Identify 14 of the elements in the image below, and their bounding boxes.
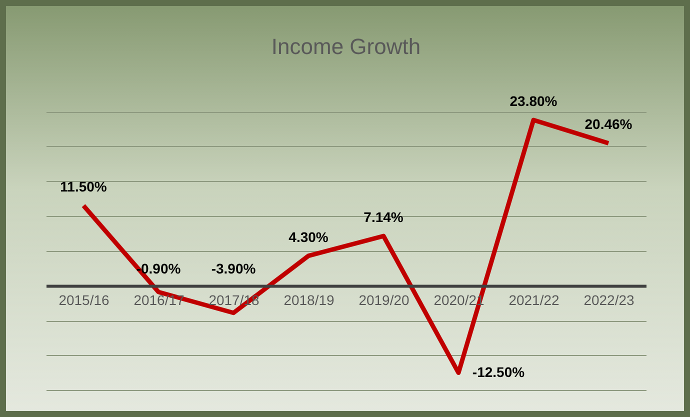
x-tick-label: 2021/22	[508, 292, 560, 308]
data-label: 11.50%	[60, 178, 108, 195]
x-tick-label: 2016/17	[134, 292, 185, 308]
x-tick-label: 2018/19	[284, 292, 335, 308]
data-label: 23.80%	[510, 92, 558, 109]
chart-title: Income Growth	[271, 34, 421, 59]
x-tick-label: 2022/23	[584, 292, 635, 308]
data-label: -3.90%	[211, 260, 256, 277]
x-tick-label: 2015/16	[58, 292, 110, 308]
data-label: 4.30%	[288, 228, 329, 245]
data-label: 20.46%	[584, 116, 633, 132]
x-tick-label: 2019/20	[358, 292, 410, 308]
data-label: 7.14%	[364, 209, 404, 225]
data-label: -12.50%	[472, 364, 526, 380]
